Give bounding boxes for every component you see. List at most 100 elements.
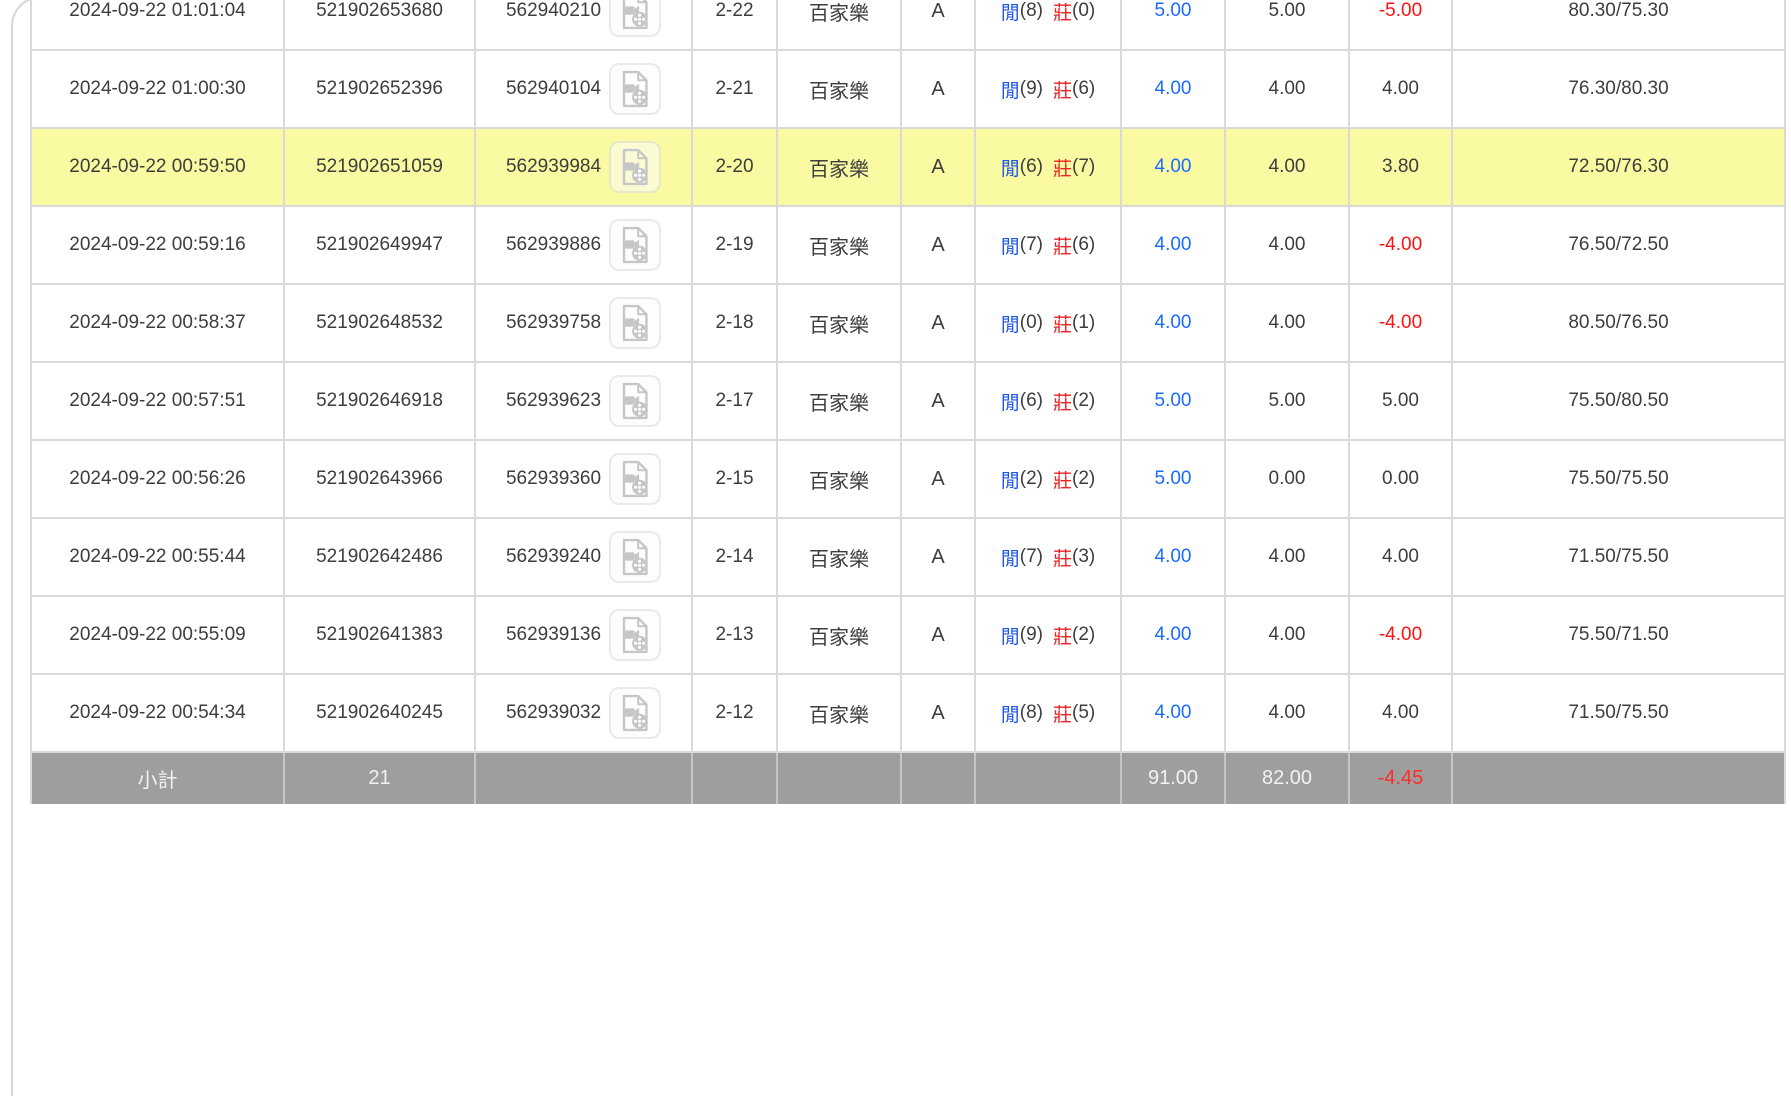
player-result-score: (8) — [1019, 702, 1043, 723]
video-replay-button[interactable] — [609, 531, 662, 583]
video-icon — [622, 460, 648, 498]
bet-time-cell: 2024-09-22 00:59:50 — [32, 129, 285, 205]
subtotal-empty-cell — [693, 753, 778, 804]
bet-record-row[interactable]: 2024-09-22 00:56:26 521902643966 5629393… — [32, 441, 1784, 519]
bet-id-cell: 521902649947 — [285, 207, 476, 283]
banker-result-label: 莊 — [1053, 158, 1073, 180]
bet-amount-cell: 4.00 — [1122, 597, 1226, 673]
bet-record-row[interactable]: 2024-09-22 00:55:09 521902641383 5629391… — [32, 597, 1784, 675]
bet-amount-cell: 4.00 — [1122, 51, 1226, 127]
game-name-cell: 百家樂 — [778, 441, 902, 517]
round-id-value: 562939360 — [505, 468, 602, 489]
bet-amount-cell: 4.00 — [1122, 129, 1226, 205]
round-number-cell: 2-15 — [693, 441, 778, 517]
banker-result-score: (6) — [1072, 234, 1096, 255]
valid-bet-cell: 4.00 — [1226, 285, 1350, 361]
bet-id-cell: 521902646918 — [285, 363, 476, 439]
video-replay-button[interactable] — [609, 687, 662, 739]
bet-record-row[interactable]: 2024-09-22 00:59:16 521902649947 5629398… — [32, 207, 1784, 285]
valid-bet-cell: 4.00 — [1226, 129, 1350, 205]
player-result-score: (6) — [1019, 390, 1043, 411]
player-result-label: 閒 — [1000, 236, 1020, 258]
win-loss-cell: 0.00 — [1350, 441, 1453, 517]
bet-record-row[interactable]: 2024-09-22 01:00:30 521902652396 5629401… — [32, 51, 1784, 129]
win-loss-cell: -4.00 — [1350, 207, 1453, 283]
bet-record-row[interactable]: 2024-09-22 00:55:44 521902642486 5629392… — [32, 519, 1784, 597]
video-replay-button[interactable] — [609, 0, 662, 37]
round-id-cell: 562939360 — [476, 441, 693, 517]
bet-time-cell: 2024-09-22 01:01:04 — [32, 0, 285, 49]
bet-table-body: 2024-09-22 01:01:04 521902653680 5629402… — [32, 0, 1784, 753]
bet-id-cell: 521902653680 — [285, 0, 476, 49]
round-number-cell: 2-19 — [693, 207, 778, 283]
bet-id-cell: 521902651059 — [285, 129, 476, 205]
player-result-score: (8) — [1019, 0, 1043, 21]
banker-result-label: 莊 — [1053, 314, 1073, 336]
result-cell: 閒 (9) 莊 (6) — [976, 51, 1122, 127]
bet-record-row[interactable]: 2024-09-22 00:57:51 521902646918 5629396… — [32, 363, 1784, 441]
balance-cell: 76.30/80.30 — [1568, 78, 1669, 99]
bet-record-row[interactable]: 2024-09-22 00:54:34 521902640245 5629390… — [32, 675, 1784, 753]
round-number-cell: 2-17 — [693, 363, 778, 439]
subtotal-bet-total: 91.00 — [1122, 753, 1226, 804]
round-id-cell: 562939984 — [476, 129, 693, 205]
video-replay-button[interactable] — [609, 453, 662, 505]
player-result-label: 閒 — [1000, 2, 1020, 24]
bet-amount-cell: 4.00 — [1122, 519, 1226, 595]
video-replay-button[interactable] — [609, 141, 662, 193]
banker-result-score: (2) — [1072, 390, 1096, 411]
banker-result-score: (3) — [1072, 546, 1096, 567]
player-result-label: 閒 — [1000, 158, 1020, 180]
bet-time-cell: 2024-09-22 00:58:37 — [32, 285, 285, 361]
result-cell: 閒 (7) 莊 (3) — [976, 519, 1122, 595]
bet-amount-cell: 5.00 — [1122, 441, 1226, 517]
bet-amount-cell: 4.00 — [1122, 207, 1226, 283]
banker-result-score: (2) — [1072, 468, 1096, 489]
bet-amount-cell: 4.00 — [1122, 285, 1226, 361]
valid-bet-cell: 4.00 — [1226, 51, 1350, 127]
player-result-score: (7) — [1019, 234, 1043, 255]
bet-time-cell: 2024-09-22 01:00:30 — [32, 51, 285, 127]
bet-time-cell: 2024-09-22 00:55:09 — [32, 597, 285, 673]
video-replay-button[interactable] — [609, 63, 662, 115]
table-name-cell: A — [902, 285, 976, 361]
round-id-cell: 562939032 — [476, 675, 693, 751]
balance-cell: 75.50/75.50 — [1568, 468, 1669, 489]
player-result-label: 閒 — [1000, 548, 1020, 570]
video-replay-button[interactable] — [609, 219, 662, 271]
video-icon — [622, 0, 648, 30]
table-name-cell: A — [902, 363, 976, 439]
banker-result-label: 莊 — [1053, 392, 1073, 414]
result-cell: 閒 (8) 莊 (0) — [976, 0, 1122, 49]
bet-record-row[interactable]: 2024-09-22 01:01:04 521902653680 5629402… — [32, 0, 1784, 51]
video-replay-button[interactable] — [609, 375, 662, 427]
subtotal-win-total: -4.45 — [1350, 753, 1453, 804]
round-id-value: 562940210 — [505, 0, 602, 21]
balance-cell: 71.50/75.50 — [1568, 702, 1669, 723]
round-number-cell: 2-14 — [693, 519, 778, 595]
banker-result-score: (6) — [1072, 78, 1096, 99]
win-loss-cell: -4.00 — [1350, 597, 1453, 673]
bet-id-cell: 521902643966 — [285, 441, 476, 517]
win-loss-cell: 5.00 — [1350, 363, 1453, 439]
bet-amount-cell: 5.00 — [1122, 0, 1226, 49]
video-replay-button[interactable] — [609, 297, 662, 349]
round-id-value: 562939758 — [505, 312, 602, 333]
bet-record-row[interactable]: 2024-09-22 00:58:37 521902648532 5629397… — [32, 285, 1784, 363]
video-replay-button[interactable] — [609, 609, 662, 661]
balance-cell: 80.50/76.50 — [1568, 312, 1669, 333]
player-result-score: (7) — [1019, 546, 1043, 567]
player-result-label: 閒 — [1000, 80, 1020, 102]
round-id-value: 562940104 — [505, 78, 602, 99]
win-loss-cell: 4.00 — [1350, 675, 1453, 751]
subtotal-empty-cell — [476, 753, 693, 804]
bet-id-cell: 521902641383 — [285, 597, 476, 673]
bet-record-row[interactable]: 2024-09-22 00:59:50 521902651059 5629399… — [32, 129, 1784, 207]
player-result-label: 閒 — [1000, 626, 1020, 648]
banker-result-label: 莊 — [1053, 704, 1073, 726]
round-number-cell: 2-12 — [693, 675, 778, 751]
game-name-cell: 百家樂 — [778, 207, 902, 283]
bet-time-cell: 2024-09-22 00:54:34 — [32, 675, 285, 751]
player-result-label: 閒 — [1000, 470, 1020, 492]
banker-result-score: (7) — [1072, 156, 1096, 177]
